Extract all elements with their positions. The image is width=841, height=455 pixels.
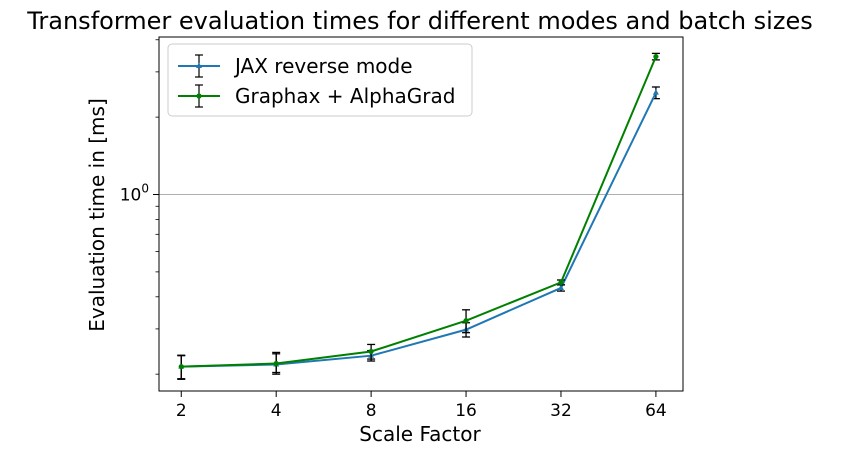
y-axis: 100 — [120, 39, 159, 375]
chart-title: Transformer evaluation times for differe… — [26, 7, 812, 35]
x-tick-label: 8 — [366, 401, 377, 421]
x-tick-label: 32 — [550, 401, 572, 421]
x-axis: 2 4 8 16 32 64 — [176, 391, 667, 421]
plot-frame — [158, 36, 684, 392]
legend-marker — [196, 62, 202, 68]
series-layer — [177, 52, 660, 380]
data-point — [368, 348, 374, 355]
data-point — [653, 53, 659, 60]
y-axis-label: Evaluation time in [ms] — [85, 98, 109, 332]
legend: JAX reverse mode Graphax + AlphaGrad — [167, 43, 473, 117]
x-axis-label: Scale Factor — [359, 422, 481, 446]
series-2 — [177, 52, 660, 380]
data-point — [557, 284, 564, 290]
legend-item-2: Graphax + AlphaGrad — [178, 84, 455, 108]
y-tick-label: 100 — [120, 182, 149, 206]
x-tick-label: 64 — [645, 401, 667, 421]
x-tick-label: 4 — [271, 401, 282, 421]
series-line — [181, 56, 657, 368]
y-tick-exponent: 0 — [141, 182, 149, 196]
x-tick-label: 2 — [176, 401, 187, 421]
legend-label: Graphax + AlphaGrad — [235, 84, 455, 108]
series-line — [181, 92, 657, 368]
x-tick-label: 16 — [455, 401, 477, 421]
data-point — [558, 279, 564, 286]
data-point — [178, 364, 184, 370]
legend-item-1: JAX reverse mode — [178, 54, 413, 78]
data-point — [463, 318, 469, 324]
legend-items: JAX reverse mode Graphax + AlphaGrad — [178, 54, 455, 108]
legend-marker — [196, 93, 202, 99]
legend-label: JAX reverse mode — [233, 54, 413, 78]
series-1 — [177, 86, 660, 380]
data-point — [652, 89, 659, 95]
data-point — [273, 360, 279, 367]
legend-box — [167, 43, 473, 117]
